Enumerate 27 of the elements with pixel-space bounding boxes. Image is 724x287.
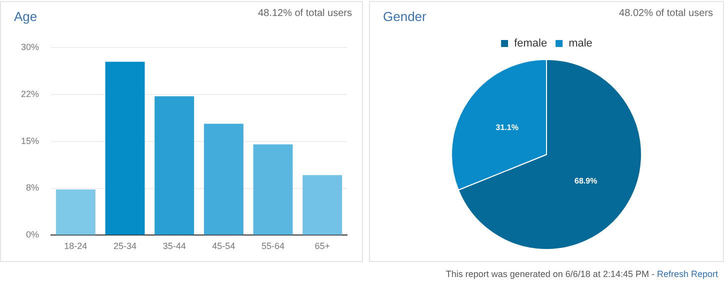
data-label: 31.1% <box>496 123 518 132</box>
data-label: 68.9% <box>574 176 598 186</box>
text: This report was generated on 6/6/18 at 2:14:45 PM - <box>446 269 656 279</box>
bar <box>302 175 342 235</box>
y-tick-label: 0% <box>26 230 40 240</box>
text: Refresh Report <box>656 269 718 279</box>
x-tick-label: 55-64 <box>261 241 285 252</box>
bar <box>253 144 293 235</box>
y-tick-label: 15% <box>21 136 40 146</box>
legend-label: male <box>568 38 592 50</box>
chart-subtitle: 48.12% of total users <box>258 8 352 19</box>
y-tick-label: 8% <box>26 182 40 193</box>
text: 48.02% of total users <box>619 8 713 19</box>
chart-title: Age <box>14 9 38 24</box>
bar <box>154 96 194 235</box>
chart-title: Gender <box>383 9 426 24</box>
y-tick-label: 22% <box>21 88 40 99</box>
legend-label: female <box>514 38 548 50</box>
x-tick-label: 35-44 <box>162 241 186 252</box>
y-tick-label: 30% <box>21 42 40 52</box>
x-tick-label: 65+ <box>314 241 330 252</box>
bar <box>105 62 145 235</box>
x-tick-label: 25-34 <box>113 241 137 252</box>
x-tick-label: 18-24 <box>64 241 88 252</box>
x-tick-label: 45-54 <box>212 241 236 252</box>
bar <box>56 190 96 235</box>
bar <box>204 124 244 235</box>
